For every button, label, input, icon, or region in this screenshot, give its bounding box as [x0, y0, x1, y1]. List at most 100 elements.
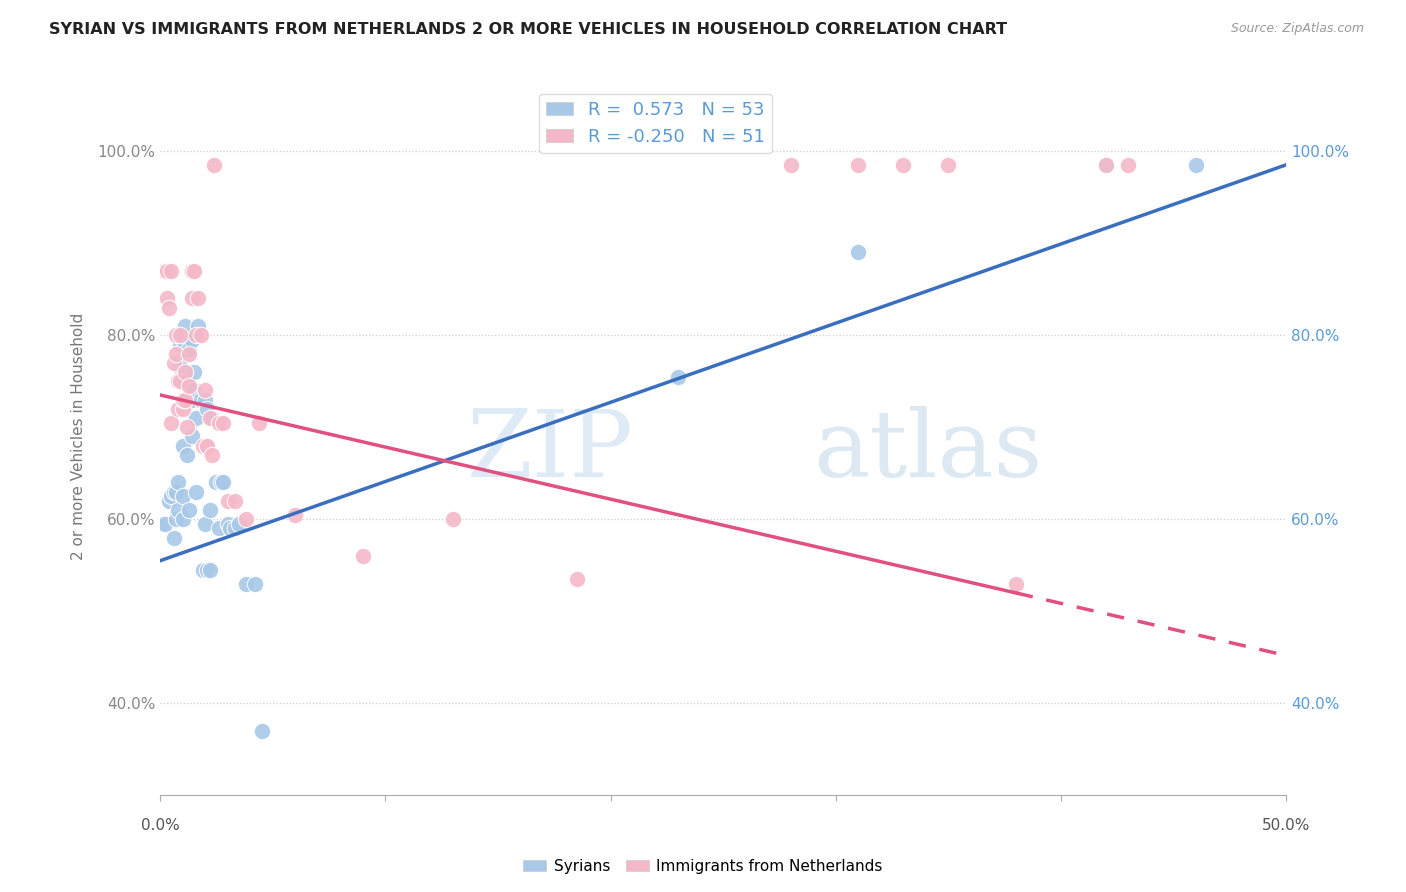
Point [180, 429, 202, 443]
Point [243, 576, 266, 591]
Point [666, 369, 689, 384]
Point [172, 401, 194, 416]
Point [1004, 576, 1026, 591]
Point [174, 392, 197, 407]
Point [197, 439, 219, 453]
Point [160, 264, 183, 278]
Point [169, 360, 191, 375]
Point [152, 516, 174, 531]
Legend: Syrians, Immigrants from Netherlands: Syrians, Immigrants from Netherlands [517, 853, 889, 880]
Point [194, 516, 217, 531]
Point [165, 512, 187, 526]
Point [190, 328, 212, 343]
Point [235, 512, 257, 526]
Point [174, 337, 197, 351]
Point [180, 264, 202, 278]
Point [176, 448, 198, 462]
Text: Source: ZipAtlas.com: Source: ZipAtlas.com [1230, 22, 1364, 36]
Point [194, 384, 217, 398]
Point [187, 291, 209, 305]
Point [172, 392, 194, 407]
Point [187, 318, 209, 333]
Point [176, 374, 198, 388]
Point [153, 516, 176, 531]
Point [224, 493, 246, 508]
Point [1118, 158, 1140, 172]
Text: atlas: atlas [813, 406, 1042, 496]
Point [167, 475, 190, 490]
Point [891, 158, 914, 172]
Text: ZIP: ZIP [467, 406, 633, 496]
Point [183, 264, 205, 278]
Point [165, 346, 187, 360]
Point [208, 521, 231, 535]
Point [212, 475, 235, 490]
Point [165, 484, 187, 499]
Point [156, 291, 179, 305]
Point [212, 416, 235, 430]
Point [165, 328, 187, 343]
Point [217, 493, 239, 508]
Point [160, 416, 183, 430]
Text: 50.0%: 50.0% [1261, 818, 1310, 833]
Point [202, 158, 225, 172]
Point [198, 411, 221, 425]
Point [180, 291, 202, 305]
Point [247, 416, 270, 430]
Point [169, 337, 191, 351]
Point [186, 328, 208, 343]
Point [172, 489, 194, 503]
Point [1185, 158, 1208, 172]
Point [152, 264, 174, 278]
Point [197, 401, 219, 416]
Point [174, 365, 197, 379]
Point [163, 356, 186, 370]
Text: SYRIAN VS IMMIGRANTS FROM NETHERLANDS 2 OR MORE VEHICLES IN HOUSEHOLD CORRELATIO: SYRIAN VS IMMIGRANTS FROM NETHERLANDS 2 … [49, 22, 1007, 37]
Point [191, 439, 214, 453]
Point [191, 563, 214, 577]
Point [936, 158, 959, 172]
Point [186, 484, 208, 499]
Point [208, 416, 231, 430]
Y-axis label: 2 or more Vehicles in Household: 2 or more Vehicles in Household [72, 313, 86, 560]
Point [235, 576, 257, 591]
Point [224, 521, 246, 535]
Point [197, 439, 219, 453]
Point [179, 503, 201, 517]
Point [172, 512, 194, 526]
Point [160, 489, 183, 503]
Point [219, 521, 242, 535]
Point [163, 484, 186, 499]
Point [779, 158, 801, 172]
Point [198, 503, 221, 517]
Point [846, 245, 869, 260]
Point [217, 516, 239, 531]
Point [197, 563, 219, 577]
Point [167, 374, 190, 388]
Point [156, 264, 179, 278]
Point [180, 392, 202, 407]
Text: 0.0%: 0.0% [141, 818, 180, 833]
Point [352, 549, 374, 563]
Point [201, 448, 224, 462]
Point [186, 411, 208, 425]
Point [169, 328, 191, 343]
Point [169, 374, 191, 388]
Point [176, 420, 198, 434]
Point [163, 531, 186, 545]
Point [179, 342, 201, 356]
Point [194, 392, 217, 407]
Point [172, 439, 194, 453]
Legend: R =  0.573   N = 53, R = -0.250   N = 51: R = 0.573 N = 53, R = -0.250 N = 51 [538, 94, 772, 153]
Point [190, 392, 212, 407]
Point [167, 401, 190, 416]
Point [198, 563, 221, 577]
Point [174, 318, 197, 333]
Point [441, 512, 464, 526]
Point [157, 301, 180, 315]
Point [167, 503, 190, 517]
Point [228, 516, 250, 531]
Point [179, 378, 201, 392]
Point [205, 475, 228, 490]
Point [1095, 158, 1118, 172]
